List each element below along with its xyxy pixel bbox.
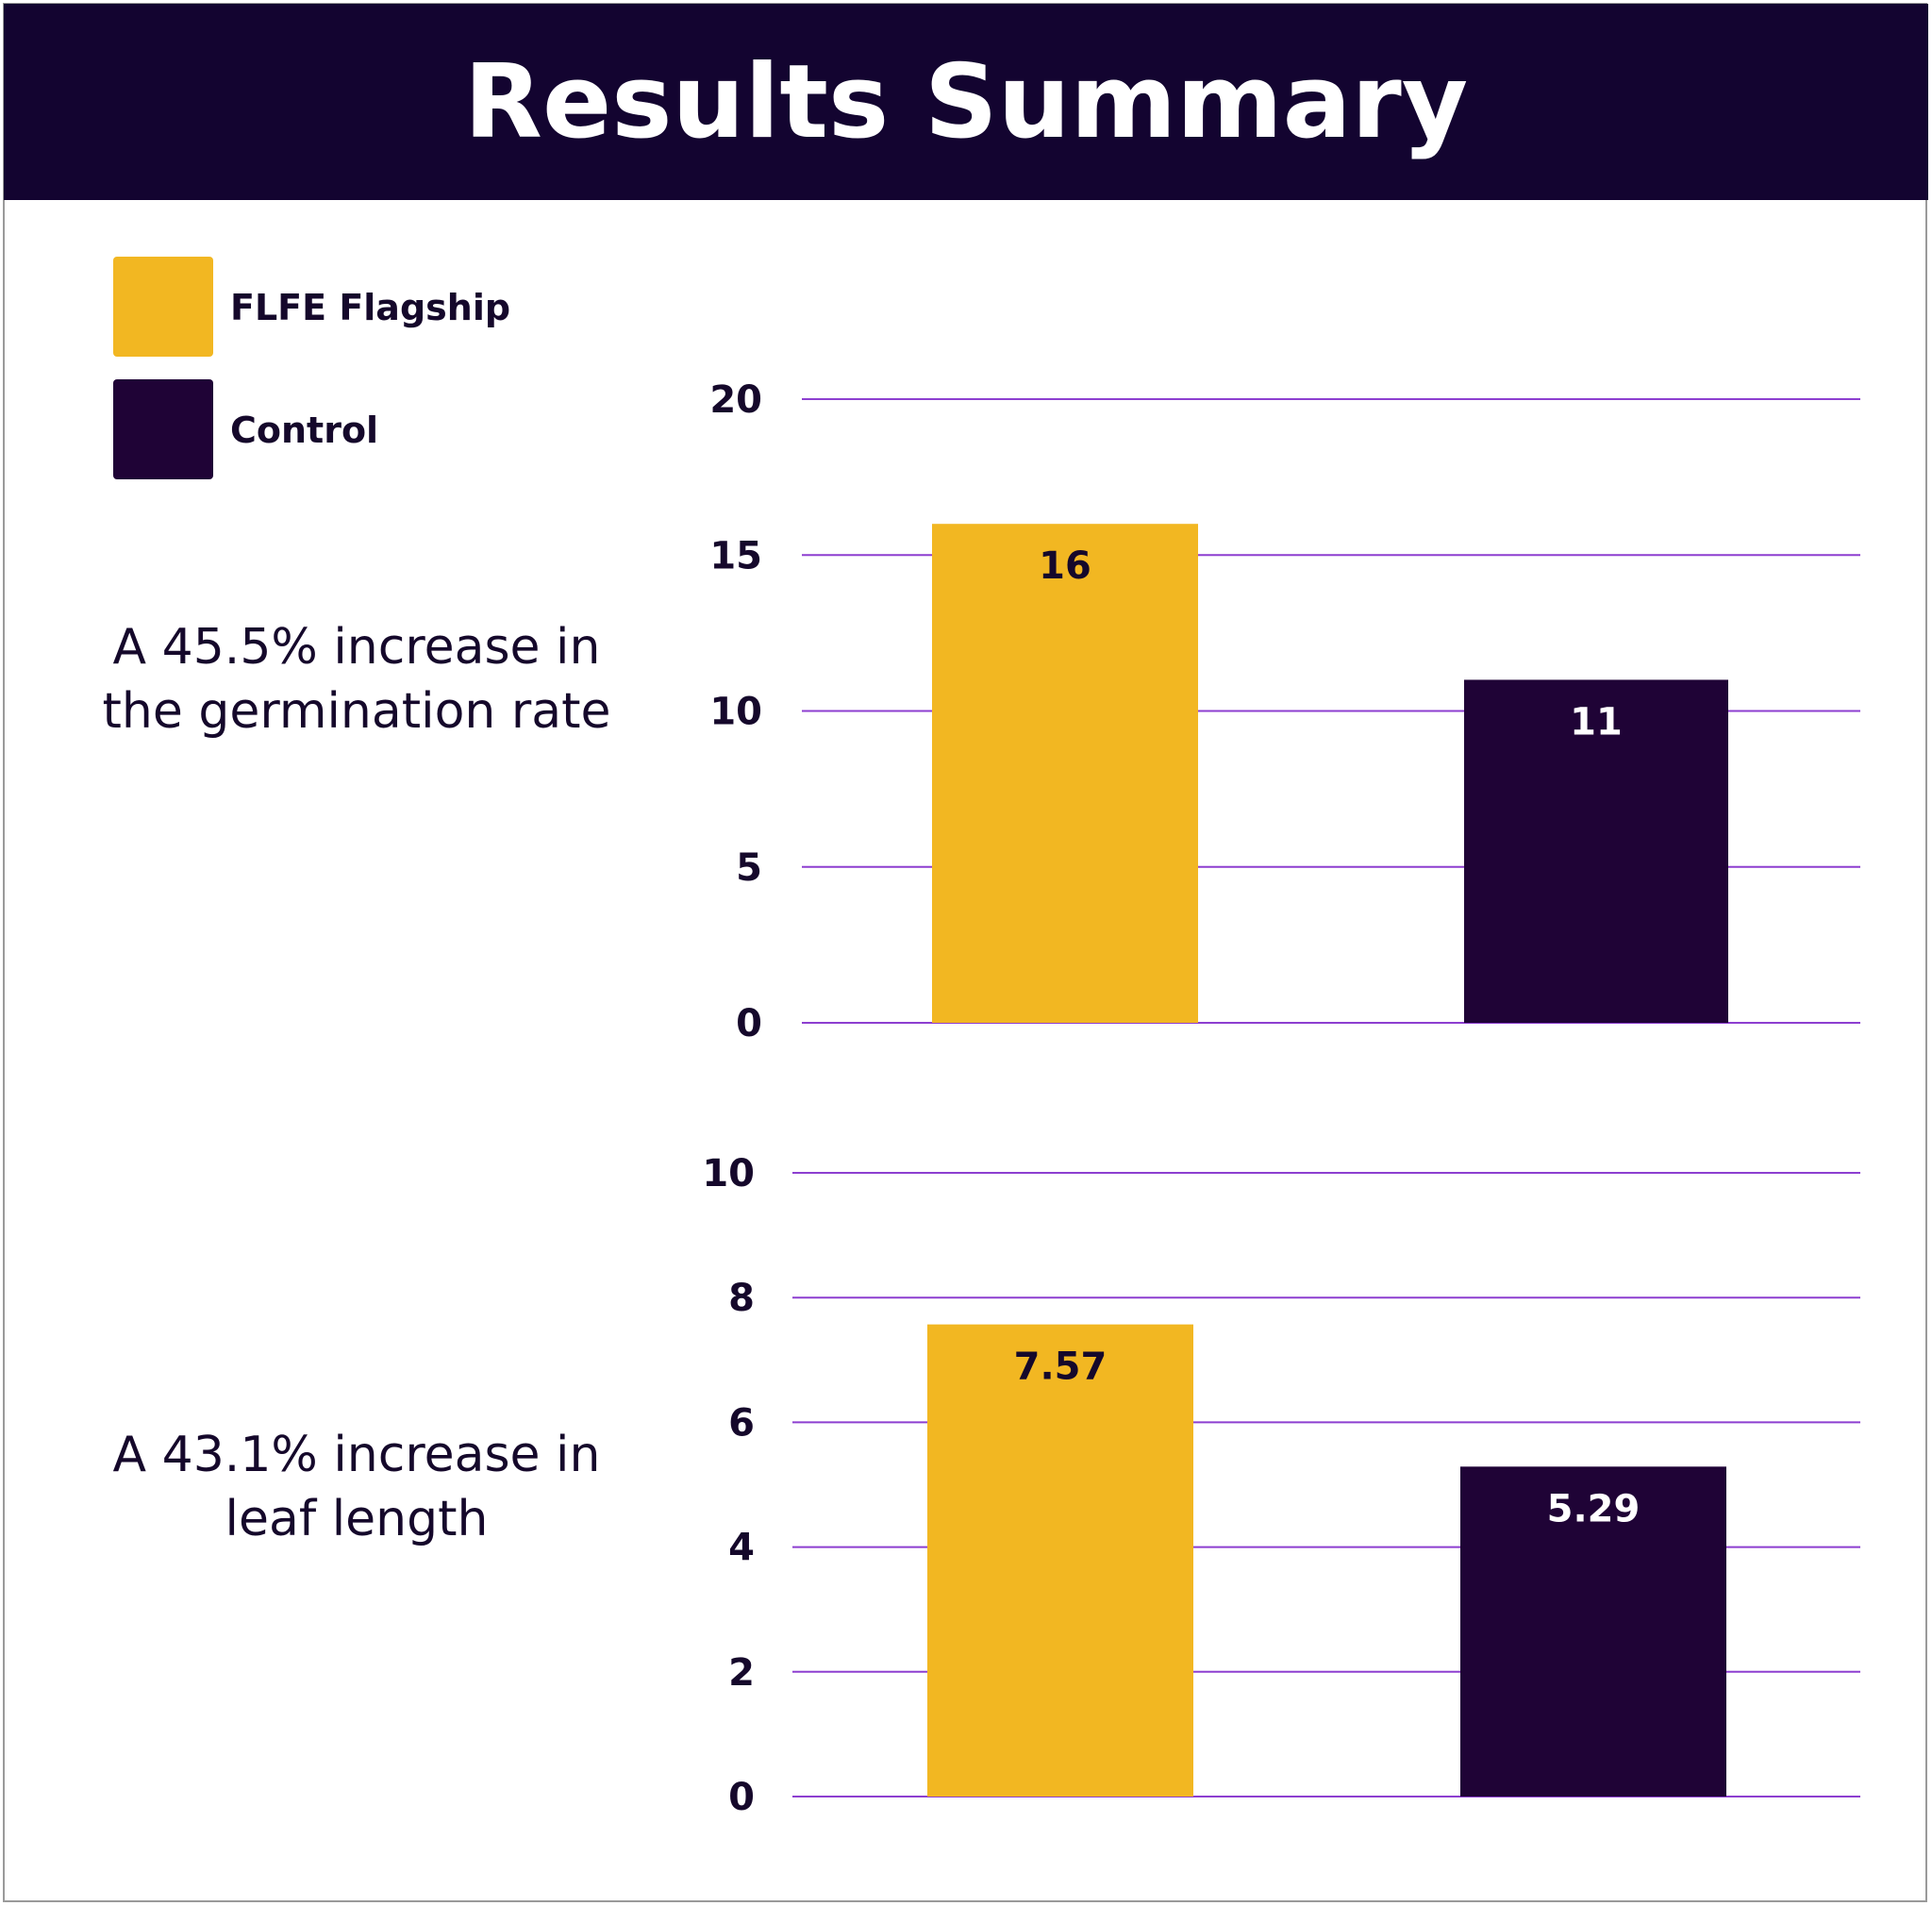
y-tick-label: 10 (709, 691, 762, 734)
bar-control (1460, 1466, 1726, 1797)
bar-control (1464, 679, 1728, 1023)
y-tick-label: 10 (702, 1152, 755, 1195)
bar-flfe-flagship (927, 1324, 1193, 1797)
bar-data-label: 16 (1039, 544, 1091, 588)
y-tick-label: 8 (728, 1277, 755, 1320)
y-tick-label: 0 (728, 1776, 755, 1819)
header-banner: Results Summary (4, 4, 1928, 200)
y-tick-label: 20 (709, 378, 762, 422)
legend-label-flagship: FLFE Flagship (230, 287, 511, 328)
germination-caption: A 45.5% increase in the germination rate (102, 619, 611, 740)
y-tick-label: 4 (728, 1527, 755, 1570)
legend-swatch-control (113, 379, 213, 479)
y-tick-label: 0 (736, 1002, 762, 1045)
y-tick-label: 6 (728, 1401, 755, 1445)
legend-swatch-flagship (113, 257, 213, 357)
y-tick-label: 15 (709, 534, 762, 577)
bar-data-label: 5.29 (1547, 1487, 1641, 1530)
y-tick-label: 2 (728, 1651, 755, 1695)
bar-flfe-flagship (932, 524, 1198, 1023)
page-title: Results Summary (463, 42, 1469, 161)
leaf-length-caption: A 43.1% increase in leaf length (112, 1427, 601, 1547)
y-tick-label: 5 (736, 846, 762, 890)
bar-data-label: 11 (1570, 700, 1623, 744)
bar-data-label: 7.57 (1014, 1346, 1108, 1389)
legend-label-control: Control (230, 410, 379, 451)
